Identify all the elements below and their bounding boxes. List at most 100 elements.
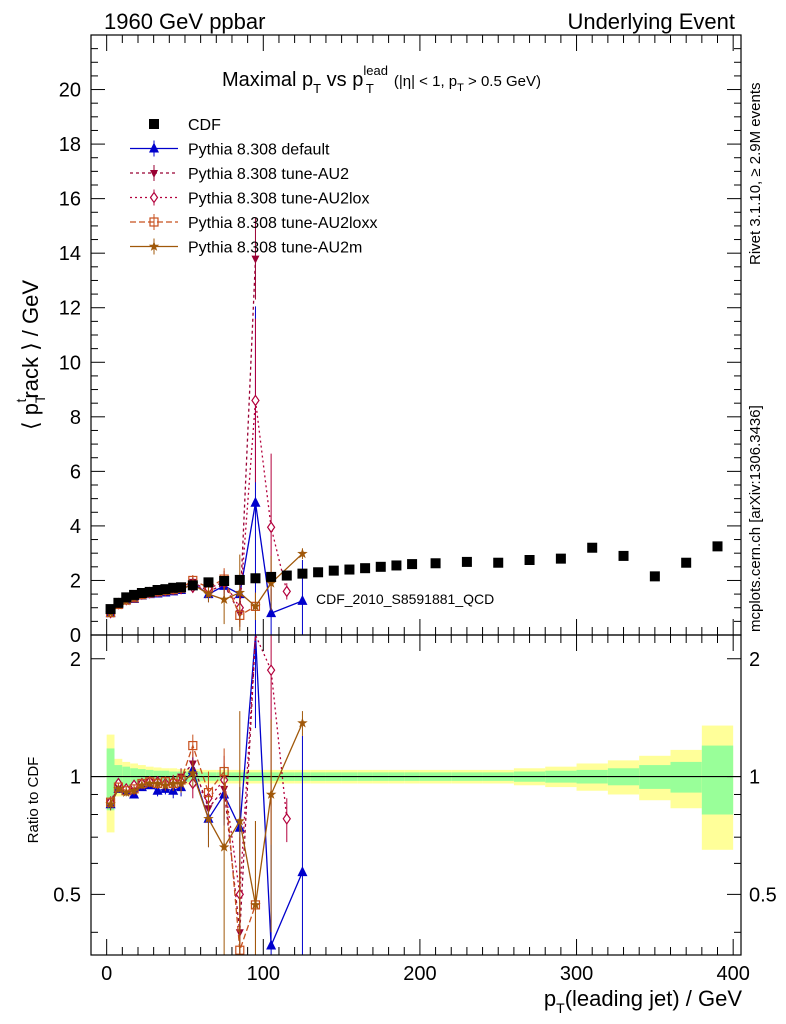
point-cdf [105,604,116,615]
point-au2m [152,778,163,788]
ratio-y-tick-label-right: 0.5 [749,884,777,906]
series-au2m-ratio [105,711,308,955]
legend-label: Pythia 8.308 default [188,142,330,159]
series-default-ratio [105,634,308,955]
point-au2m [136,779,148,790]
x-tick-label: 300 [560,963,593,985]
point-cdf [681,557,692,568]
point-default [152,784,163,795]
point-cdf [461,556,472,567]
x-tick-label: 0 [101,963,112,985]
point-cdf [712,541,723,552]
legend-entry-au2loxx: Pythia 8.308 tune-AU2loxx [130,214,377,232]
main-yaxis: 0 2 4 6 8 10 12 14 16 18 20 [59,34,741,647]
point-default [297,594,308,605]
legend-label: Pythia 8.308 tune-AU2 [188,166,349,183]
point-au2lox [282,585,292,598]
legend-marker [149,191,159,204]
ratio-y-tick-label: 0.5 [53,884,81,906]
point-au2m [218,594,230,604]
point-cdf [152,585,163,595]
y-tick-label: 18 [59,134,81,156]
point-cdf [176,582,187,593]
legend-marker [149,217,159,227]
point-cdf [281,570,292,581]
point-cdf [136,588,147,598]
legend-label: Pythia 8.308 tune-AU2loxx [188,215,377,232]
svg-text:⟨ pTtrack ⟩ / GeV: ⟨ pTtrack ⟩ / GeV [13,280,48,430]
point-cdf [168,582,179,593]
point-au2m [234,815,245,826]
title-sub1: T [313,81,321,96]
y-tick-label: 8 [70,407,81,429]
point-au2m [297,717,308,728]
xaxis: 0 100 200 300 400 [101,635,750,985]
header-left: 1960 GeV ppbar [104,9,265,34]
ratio-y-tick-label: 2 [70,649,81,671]
legend-marker [150,170,158,178]
point-default [297,866,308,877]
point-cdf [555,553,566,564]
point-cdf [493,557,504,568]
point-au2m [121,787,132,797]
point-cdf [113,597,124,608]
title-cond-end: > 0.5 GeV) [464,73,541,90]
mcplots-label: mcplots.cern.ch [arXiv:1306.3436] [747,405,764,632]
ratio-y-tick-label-right: 1 [749,767,760,789]
y-tick-label: 14 [59,243,81,265]
point-au2m [203,588,214,599]
point-cdf [250,573,261,584]
point-au2loxx [188,740,198,751]
point-default [250,496,261,507]
band-inner [670,761,702,793]
point-cdf [649,571,660,582]
y-tick-label: 20 [59,80,81,102]
title-mid: vs p [321,69,363,91]
point-cdf [618,550,629,561]
legend-entry-au2: Pythia 8.308 tune-AU2 [130,165,349,183]
point-cdf [203,577,214,588]
ratio-y-tick-label-right: 2 [749,649,760,671]
point-au2m [250,899,261,910]
point-au2m [250,600,261,611]
point-au2m [297,548,308,559]
point-default [266,939,277,950]
y-tick-label: 12 [59,298,81,320]
ratio-y-tick-label: 1 [70,767,81,789]
point-cdf [524,555,535,565]
point-au2lox [266,664,276,677]
point-au2m [265,577,277,588]
point-cdf [328,565,339,576]
point-cdf [144,586,155,597]
point-cdf [234,574,245,585]
legend-marker [149,142,159,153]
point-cdf [313,567,324,578]
main-ylabel: ⟨ pTtrack ⟩ / GeV [13,280,48,430]
series-au2lox [106,318,292,622]
point-cdf [266,571,277,582]
point-au2m [234,587,245,598]
point-cdf [121,592,132,603]
point-au2m [218,841,230,852]
ratio-ylabel: Ratio to CDF [25,757,42,844]
point-cdf [391,560,402,571]
point-au2m [144,778,155,788]
legend-marker [148,241,160,251]
point-au2m [168,778,179,788]
series-cdf [105,541,723,615]
point-au2m [187,767,198,778]
point-cdf [129,589,140,600]
svg-text:pT(leading jet) / GeV: pT(leading jet) / GeV [544,986,742,1016]
main-title: Maximal pT vs plead T (|η| < 1, pT > 0.5 G… [222,63,541,96]
point-au2m [265,789,277,799]
series-line-au2 [110,258,257,616]
point-au2lox [266,521,276,534]
legend-entry-au2m: Pythia 8.308 tune-AU2m [130,238,362,257]
legend-entry-au2lox: Pythia 8.308 tune-AU2lox [130,189,369,208]
legend-label: CDF [188,117,221,134]
point-au2m [203,813,214,824]
title-sub2: T [366,81,374,96]
point-au2m [175,778,187,788]
